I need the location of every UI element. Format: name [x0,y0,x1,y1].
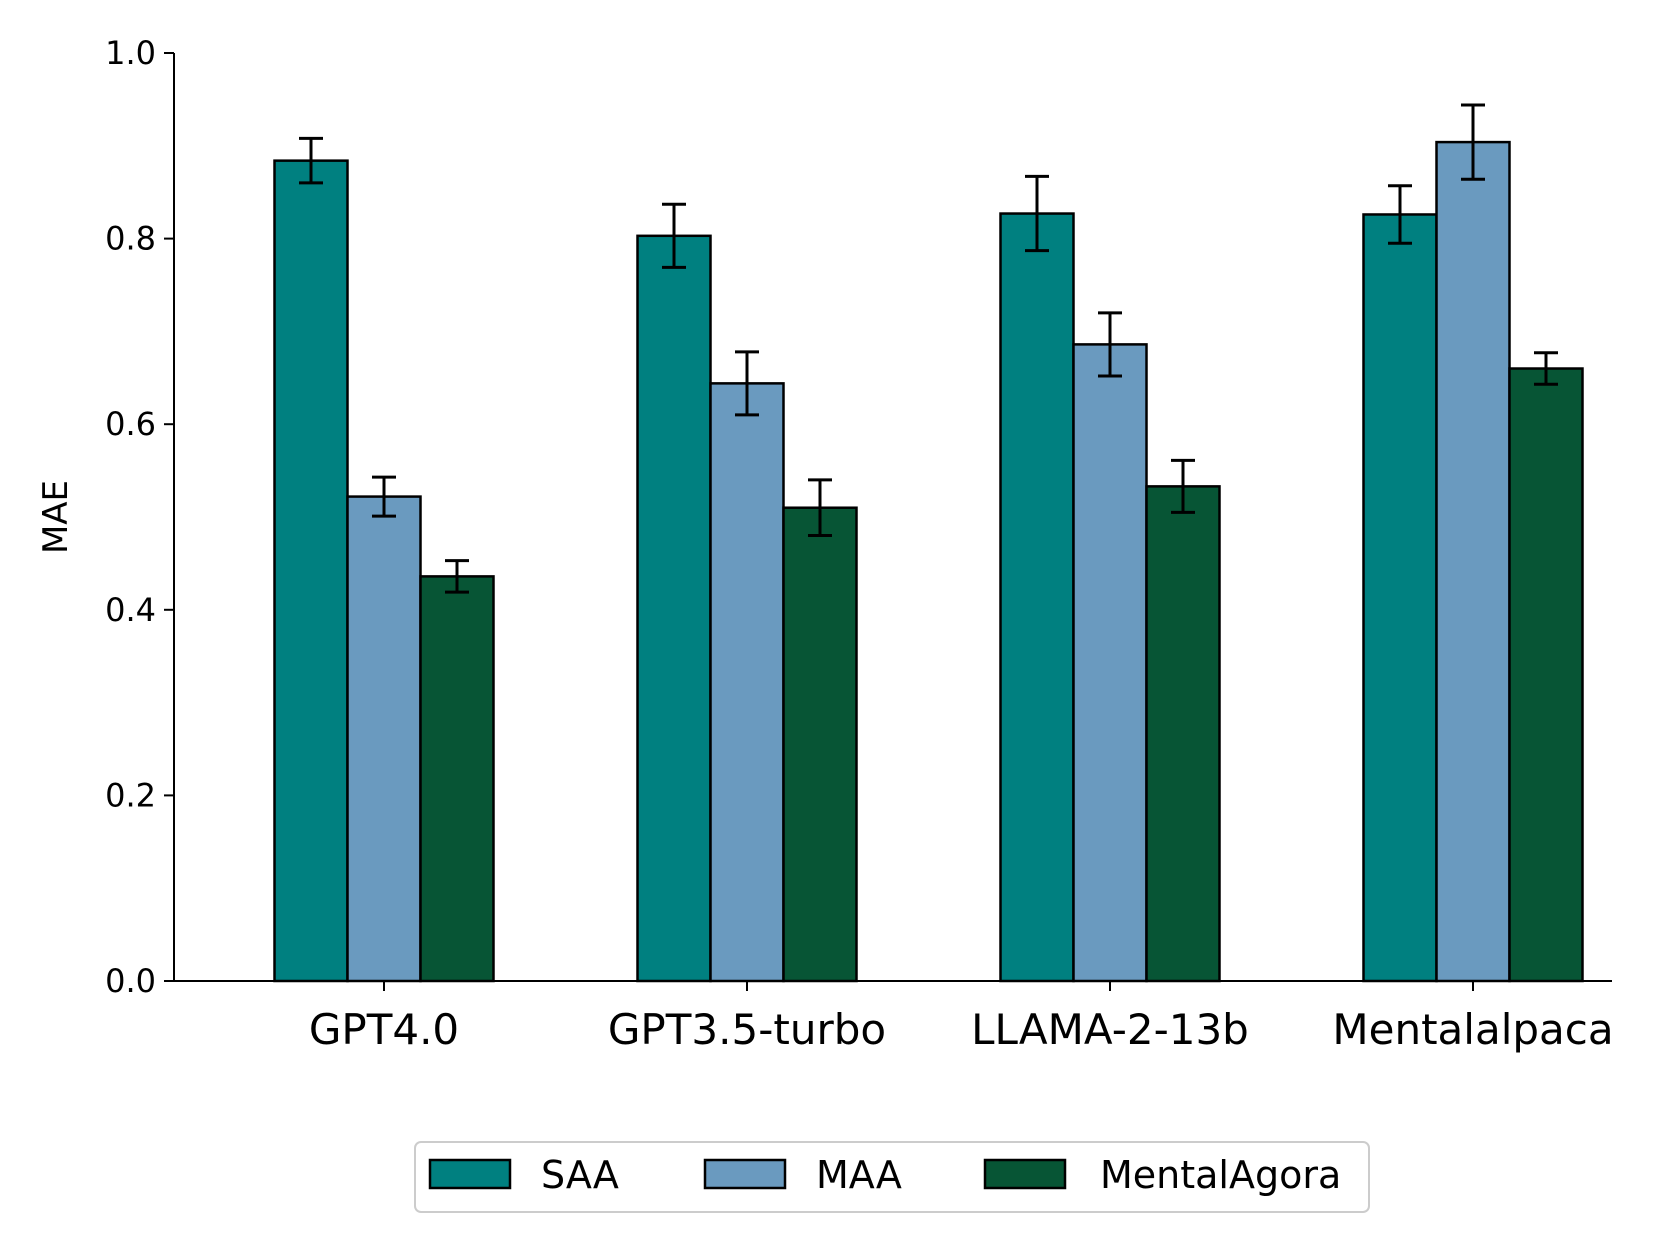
bar-saa-gpt3-5-turbo [636,234,712,983]
legend: SAA MAA MentalAgora [414,1141,1370,1213]
x-ticks-layer: GPT4.0 GPT3.5-turbo LLAMA-2-13b Mentalalpac… [309,981,1614,1054]
legend-label-mentalagora: MentalAgora [1100,1153,1341,1197]
x-tick-label: LLAMA-2-13b [971,1005,1249,1054]
y-tick-label: 0.2 [105,776,156,814]
x-tick-label: GPT3.5-turbo [608,1005,886,1054]
y-ticks-layer: 0.0 0.2 0.4 0.6 0.8 1.0 [105,34,174,1000]
legend-label-saa: SAA [541,1153,619,1197]
error-bars-layer [299,103,1558,594]
y-tick-label: 0.8 [105,220,156,258]
legend-swatch-mentalagora [983,1158,1067,1190]
bar-maa-gpt3-5-turbo [709,382,785,983]
bar-saa-mentalalpaca [1362,213,1438,983]
y-tick-label: 0.6 [105,405,156,443]
bar-saa-gpt4-0 [273,159,349,983]
y-tick-label: 0.4 [105,591,156,629]
bars-layer [273,140,1584,983]
y-axis-label: MAE [36,480,76,554]
x-tick-label: Mentalalpaca [1332,1005,1613,1054]
y-tick-label: 0.0 [105,962,156,1000]
bar-saa-llama-2-13b [999,212,1075,983]
legend-swatch-maa [703,1158,787,1190]
legend-frame [414,1141,1370,1213]
bar-maa-llama-2-13b [1072,343,1148,983]
legend-label-maa: MAA [816,1153,902,1197]
bar-maa-gpt4-0 [346,495,422,983]
bar-maa-mentalalpaca [1435,140,1511,983]
bar-mentalagora-mentalalpaca [1508,367,1584,983]
bar-mentalagora-gpt4-0 [419,575,495,983]
x-tick-label: GPT4.0 [309,1005,459,1054]
bar-mentalagora-gpt3-5-turbo [782,506,858,983]
y-tick-label: 1.0 [105,34,156,72]
bar-mentalagora-llama-2-13b [1145,485,1221,983]
legend-swatch-saa [428,1158,512,1190]
axes-layer [173,53,1612,982]
